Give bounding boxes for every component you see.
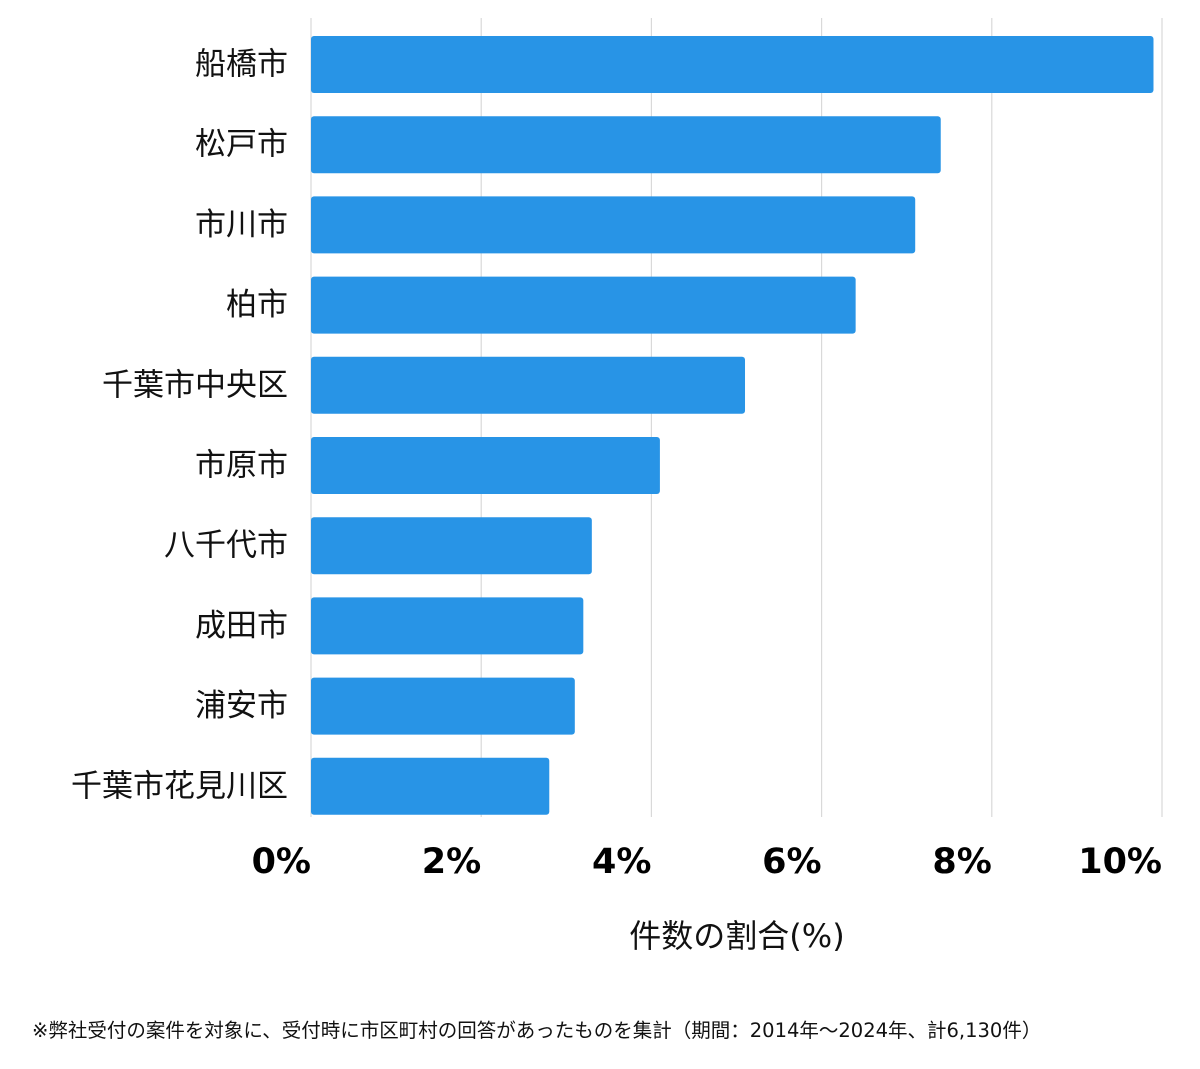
bar-1 [311,116,941,174]
x-axis-title: 件数の割合(%) [629,917,844,955]
category-label: 千葉市花見川区 [71,768,288,804]
x-tick-label: 6% [762,842,821,882]
x-tick-label: 2% [422,842,481,882]
bar-8 [311,677,575,735]
bar-4 [311,356,746,414]
bar-9 [311,757,550,815]
category-label: 八千代市 [164,528,288,564]
bar-5 [311,437,660,494]
bar-7 [311,597,584,655]
bar-2 [311,196,916,254]
x-axis-ticks: 0% 2% 4% 6% 8% 10% [252,842,1162,882]
bar-3 [311,276,856,334]
category-label: 浦安市 [195,688,288,724]
x-tick-label: 0% [252,842,311,882]
category-label: 市原市 [195,448,288,484]
category-label: 成田市 [195,608,288,644]
x-tick-label: 4% [592,842,651,882]
category-label: 松戸市 [195,127,288,163]
x-tick-label: 8% [932,842,991,882]
bar-0 [311,36,1154,93]
category-label: 市川市 [195,207,288,243]
category-label: 船橋市 [195,47,288,83]
category-label: 柏市 [226,287,288,323]
footnote: ※弊社受付の案件を対象に、受付時に市区町村の回答があったものを集計（期間：201… [32,1019,1042,1042]
bar-6 [311,517,592,575]
bars [311,36,1154,815]
category-label: 千葉市中央区 [102,367,288,403]
x-tick-label: 10% [1078,842,1162,882]
